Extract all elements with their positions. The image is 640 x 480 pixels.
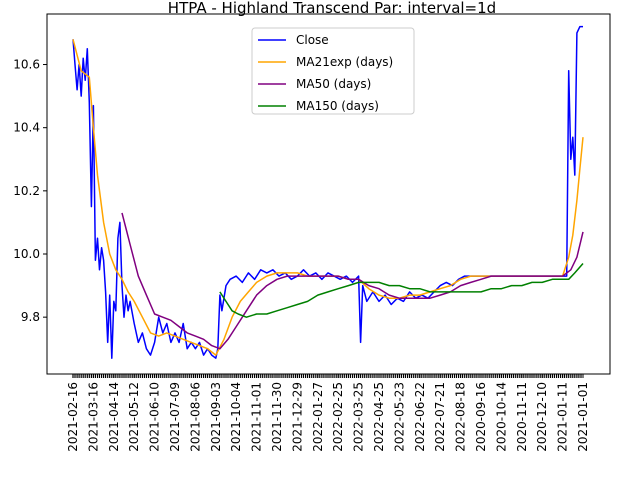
legend-label: MA21exp (days) [296, 55, 393, 69]
legend-label: Close [296, 33, 329, 47]
x-tick-label: 2021-11-01 [250, 382, 264, 452]
series-line-3 [121, 212, 584, 350]
series-line-2 [72, 39, 584, 356]
y-tick-label: 9.8 [21, 310, 40, 324]
x-tick-label: 2022-06-22 [413, 382, 427, 452]
x-tick-label: 2021-01-11 [556, 382, 570, 452]
legend: Close MA21exp (days) MA50 (days) MA150 (day… [251, 27, 415, 115]
x-tick-label: 2021-05-12 [127, 382, 141, 452]
x-tick-label: 2022-03-25 [352, 382, 366, 452]
x-tick-label: 2021-10-04 [229, 382, 243, 452]
x-tick-label: 2021-06-10 [148, 382, 162, 452]
x-tick-label: 2021-07-09 [168, 382, 182, 452]
y-tick-label: 10.4 [13, 121, 40, 135]
x-tick-label: 2022-08-18 [454, 382, 468, 452]
x-tick-label: 2021-01-01 [576, 382, 590, 452]
x-tick-label: 2022-05-23 [392, 382, 406, 452]
x-tick-label: 2021-08-06 [188, 382, 202, 452]
x-tick-label: 2022-01-27 [311, 382, 325, 452]
x-tick-label: 2021-04-14 [107, 382, 121, 452]
x-axis: 2021-02-16 2021-03-16 2021-04-14 2021-05-12… [66, 374, 590, 452]
series-line-1 [72, 25, 583, 359]
x-tick-label: 2020-10-14 [494, 382, 508, 452]
x-tick-label: 2020-09-16 [474, 382, 488, 452]
legend-label: MA150 (days) [296, 99, 379, 113]
legend-box [251, 27, 415, 115]
x-tick-label: 2021-03-16 [86, 382, 100, 452]
x-tick-label: 2020-12-10 [535, 382, 549, 452]
y-axis: 9.8 10.0 10.2 10.4 10.6 [13, 58, 47, 324]
legend-label: MA50 (days) [296, 77, 371, 91]
y-tick-label: 10.2 [13, 184, 40, 198]
x-tick-label: 2022-02-25 [331, 382, 345, 452]
y-tick-label: 10.6 [13, 58, 40, 72]
chart-title: HTPA - Highland Transcend Par: interval=… [168, 0, 496, 17]
x-tick-label: 2021-12-29 [290, 382, 304, 452]
plot-area [72, 25, 584, 359]
x-tick-label: 2021-11-30 [270, 382, 284, 452]
y-tick-label: 10.0 [13, 247, 40, 261]
x-tick-label: 2021-09-03 [209, 382, 223, 452]
x-tick-label: 2020-11-11 [515, 382, 529, 452]
series-line-4 [219, 263, 584, 318]
x-tick-label: 2022-07-21 [433, 382, 447, 452]
x-tick-label: 2021-02-16 [66, 382, 80, 452]
x-tick-label: 2022-04-25 [372, 382, 386, 452]
